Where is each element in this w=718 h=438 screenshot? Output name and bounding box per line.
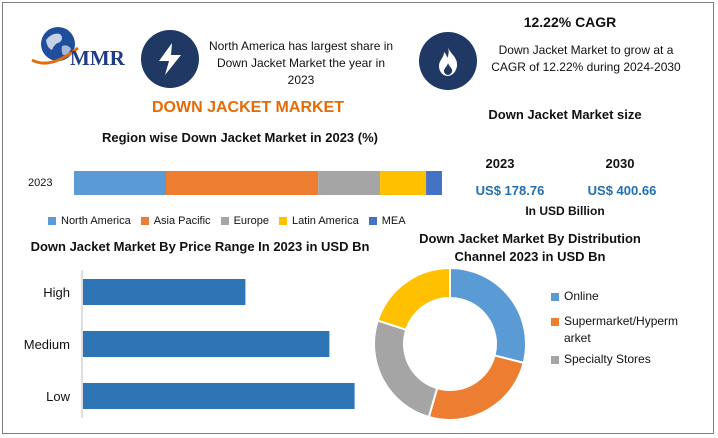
region-legend-item: Asia Pacific [140,215,211,227]
main-title: DOWN JACKET MARKET [152,99,344,116]
legend-label: Supermarket/Hyperm arket [564,314,679,345]
cagr-title: 12.22% CAGR [523,14,617,30]
legend-label: Specialty Stores [564,352,651,366]
info-text-1: North America has largest share in Down … [208,39,394,87]
legend-swatch [279,217,288,225]
region-chart-title: Region wise Down Jacket Market in 2023 (… [102,130,378,145]
region-legend-item: MEA [368,215,406,227]
price-bar-low [83,383,355,409]
market-unit: In USD Billion [525,204,605,218]
price-tick-label: Low [46,389,70,404]
channel-legend: Online Supermarket/Hyperm arket Specialt… [551,288,701,368]
legend-label: North America [61,215,131,227]
region-category-label: 2023 [28,177,53,189]
market-year-2023: 2023 [485,156,515,171]
legend-label: Online [564,289,599,303]
legend-swatch [220,217,229,225]
donut-slice-other [376,266,451,332]
market-value-2023: US$ 178.76 [475,183,545,198]
price-tick-label: Medium [24,337,70,352]
channel-chart-title: Down Jacket Market By Distribution Chann… [419,231,641,264]
legend-swatch [48,217,56,225]
region-segment-europe [318,171,381,195]
infographic-frame [2,2,714,434]
legend-swatch [551,292,559,301]
swoosh-logo-icon [31,46,79,65]
legend-label: MEA [381,215,406,227]
market-value-2030: US$ 400.66 [587,183,657,198]
legend-swatch [368,217,377,225]
legend-swatch [551,318,559,326]
legend-supermarket: Supermarket/Hyperm arket [551,313,701,347]
globe-logo-icon [41,27,75,61]
market-size-title: Down Jacket Market size [488,107,642,122]
legend-swatch [551,355,559,364]
price-bar-high [83,279,246,305]
legend-label: Europe [233,215,270,227]
flame-icon [439,47,458,76]
legend-label: Latin America [292,215,359,227]
legend-specialty: Specialty Stores [551,351,701,368]
legend-online: Online [551,288,701,305]
region-segment-mea [426,171,442,195]
lightning-icon [159,43,181,75]
market-year-2030: 2030 [605,156,635,171]
region-legend-item: Latin America [279,215,359,227]
donut-slice-supermarket-hypermarket [427,354,525,421]
donut-slice-specialty-stores [373,319,439,419]
region-stacked-bar [74,171,442,195]
region-legend: North America Asia Pacific Europe Latin Ame… [48,212,416,230]
info-text-2: Down Jacket Market to grow at a CAGR of … [491,43,681,74]
legend-swatch [140,217,149,225]
region-legend-item: Europe [220,215,270,227]
price-bar-medium [83,331,330,357]
channel-donut-chart [373,266,527,421]
price-tick-label: High [43,285,70,300]
region-segment-north-america [74,171,166,195]
logo-text: MMR [70,46,125,70]
region-segment-asia-pacific [166,171,319,195]
lightning-badge [141,30,199,88]
price-range-chart: High Medium Low [24,270,355,418]
region-legend-item: North America [48,215,131,227]
legend-label: Asia Pacific [153,215,211,227]
donut-slice-online [449,266,527,365]
price-chart-title: Down Jacket Market By Price Range In 202… [30,239,370,254]
region-segment-latin-america [380,171,427,195]
flame-badge [419,32,477,90]
